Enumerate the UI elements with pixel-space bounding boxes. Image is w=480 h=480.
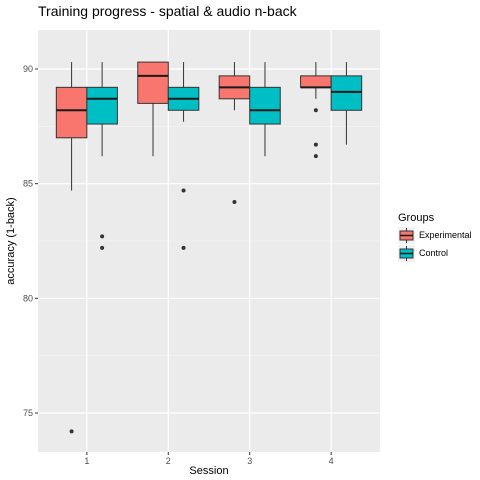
outlier-point [100,234,105,239]
outlier-point [313,108,318,113]
box-control-session-3 [249,62,281,157]
y-tick-label: 85 [23,179,33,189]
axes: 75 80 85 90 1 2 3 4 [23,64,334,466]
outlier-point [181,245,186,250]
x-tick-label: 2 [166,456,171,466]
y-tick-label: 80 [23,293,33,303]
x-axis-title: Session [189,465,228,477]
y-axis-title: accuracy (1-back) [5,197,17,284]
legend-label: Experimental [419,230,472,240]
chart-title: Training progress - spatial & audio n-ba… [38,3,298,19]
box-iqr [55,86,88,139]
boxes [55,61,363,434]
legend-item-control: Control [398,245,448,262]
box-control-session-1 [86,62,118,250]
box-iqr [137,61,169,104]
box-experimental-session-2 [137,61,169,157]
box-iqr [300,75,332,88]
box-iqr [249,86,281,125]
box-iqr [86,86,118,125]
x-tick-label: 3 [247,456,252,466]
box-control-session-4 [330,62,363,145]
outlier-point [232,200,237,205]
legend-label: Control [419,248,448,258]
legend-item-experimental: Experimental [398,227,472,244]
y-tick-label: 75 [23,408,33,418]
box-experimental-session-4 [300,62,332,159]
x-tick-label: 1 [84,456,89,466]
y-tick-label: 90 [23,64,33,74]
box-experimental-session-1 [55,62,88,434]
legend-title: Groups [398,212,435,224]
outlier-point [69,429,74,434]
outlier-point [313,154,318,159]
outlier-point [100,245,105,250]
x-tick-label: 4 [329,456,334,466]
outlier-point [313,142,318,147]
box-iqr [330,75,363,111]
legend: Groups Experimental Control [398,212,472,262]
outlier-point [181,188,186,193]
box-control-session-2 [167,62,200,250]
